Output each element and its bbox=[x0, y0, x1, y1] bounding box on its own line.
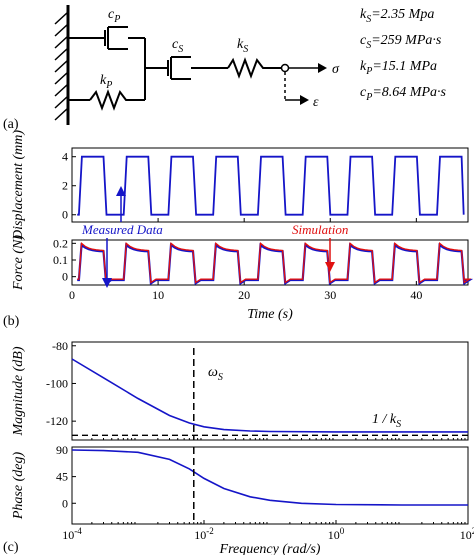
model-diagram bbox=[54, 5, 327, 125]
phase-ylabel: Phase (deg) bbox=[11, 452, 26, 521]
displacement-series-measured bbox=[77, 155, 465, 216]
label-cP: cP bbox=[108, 7, 120, 25]
omega-label: ωS bbox=[208, 365, 223, 383]
force-xtick-label: 10 bbox=[152, 288, 164, 302]
param-kS: kS=2.35 Mpa bbox=[360, 7, 434, 25]
simulation-annotation: Simulation bbox=[292, 222, 348, 272]
force-ytick-label: 0 bbox=[62, 270, 68, 284]
force-xlabel: Time (s) bbox=[247, 307, 293, 322]
param-cS: cS=259 MPa·s bbox=[360, 33, 442, 51]
label-cS: cS bbox=[172, 37, 183, 55]
magnitude-series bbox=[71, 358, 468, 433]
spring-kP bbox=[89, 89, 145, 111]
label-kP: kP bbox=[100, 73, 112, 91]
param-cP: cP=8.64 MPa·s bbox=[360, 85, 446, 103]
dashpot-cP bbox=[104, 26, 145, 50]
wall-hatch bbox=[54, 11, 69, 121]
plot-frame bbox=[71, 446, 469, 525]
phase-series bbox=[71, 449, 468, 506]
force-xtick-label: 20 bbox=[238, 288, 250, 302]
magnitude-ytick-label: -80 bbox=[52, 339, 68, 353]
force-series-simulation bbox=[77, 241, 472, 284]
dashpot-cS bbox=[167, 56, 228, 80]
inv-ks-label: 1 / kS bbox=[372, 412, 401, 430]
output-node bbox=[280, 63, 290, 73]
param-kP: kP=15.1 MPa bbox=[360, 59, 437, 77]
phase-xtick-label: 100 bbox=[328, 526, 345, 542]
parameter-list: kS=2.35 Mpa cS=259 MPa·s kP=15.1 MPa cP=… bbox=[360, 7, 446, 103]
spring-kS bbox=[227, 57, 282, 79]
phase-xlabel: Frequency (rad/s) bbox=[219, 542, 321, 555]
displacement-ytick-label: 0 bbox=[62, 208, 68, 222]
force-ytick-label: 0.2 bbox=[53, 236, 68, 250]
force-series-measured bbox=[77, 242, 474, 286]
displacement-chart: 0 2 4 Displacement (mm) bbox=[11, 130, 469, 241]
phase-ytick-label: 45 bbox=[56, 470, 68, 484]
panel-label-c: (c) bbox=[3, 540, 19, 555]
force-chart: 0 0.1 0.2 0 10 20 30 40 Force (N) Time (s) bbox=[11, 235, 474, 322]
phase-xtick-label: 10-4 bbox=[62, 526, 82, 542]
measured-label: Measured Data bbox=[81, 222, 163, 237]
phase-ytick-label: 0 bbox=[62, 496, 68, 510]
force-xtick-label: 0 bbox=[69, 288, 75, 302]
plot-frame bbox=[71, 147, 469, 223]
force-ylabel: Force (N) bbox=[11, 235, 26, 291]
label-sigma: σ bbox=[332, 62, 340, 77]
force-ytick-label: 0.1 bbox=[53, 253, 68, 267]
label-kS: kS bbox=[237, 37, 248, 55]
force-xtick-label: 30 bbox=[324, 288, 336, 302]
magnitude-ytick-label: -120 bbox=[46, 414, 68, 428]
phase-xtick-label: 10-2 bbox=[194, 526, 214, 542]
displacement-ytick-label: 4 bbox=[62, 150, 68, 164]
panel-label-b: (b) bbox=[3, 314, 20, 329]
plot-frame bbox=[71, 239, 469, 286]
magnitude-ylabel: Magnitude (dB) bbox=[11, 346, 26, 436]
phase-ytick-label: 90 bbox=[56, 443, 68, 457]
plot-frame bbox=[71, 341, 469, 441]
label-epsilon: ε bbox=[313, 95, 319, 110]
measured-annotation: Measured Data bbox=[81, 186, 163, 288]
phase-chart: 90 45 0 10-4 10-2 100 102 Phase (deg) Frequency … bbox=[11, 443, 474, 557]
displacement-ytick-label: 2 bbox=[62, 179, 68, 193]
magnitude-chart: -80 -100 -120 Magnitude (dB) bbox=[11, 339, 469, 441]
simulation-label: Simulation bbox=[292, 222, 348, 237]
force-xtick-label: 40 bbox=[410, 288, 422, 302]
panel-label-a: (a) bbox=[3, 117, 19, 132]
phase-xtick-label: 102 bbox=[460, 526, 474, 542]
displacement-ylabel: Displacement (mm) bbox=[11, 130, 26, 241]
magnitude-ytick-label: -100 bbox=[46, 376, 68, 390]
